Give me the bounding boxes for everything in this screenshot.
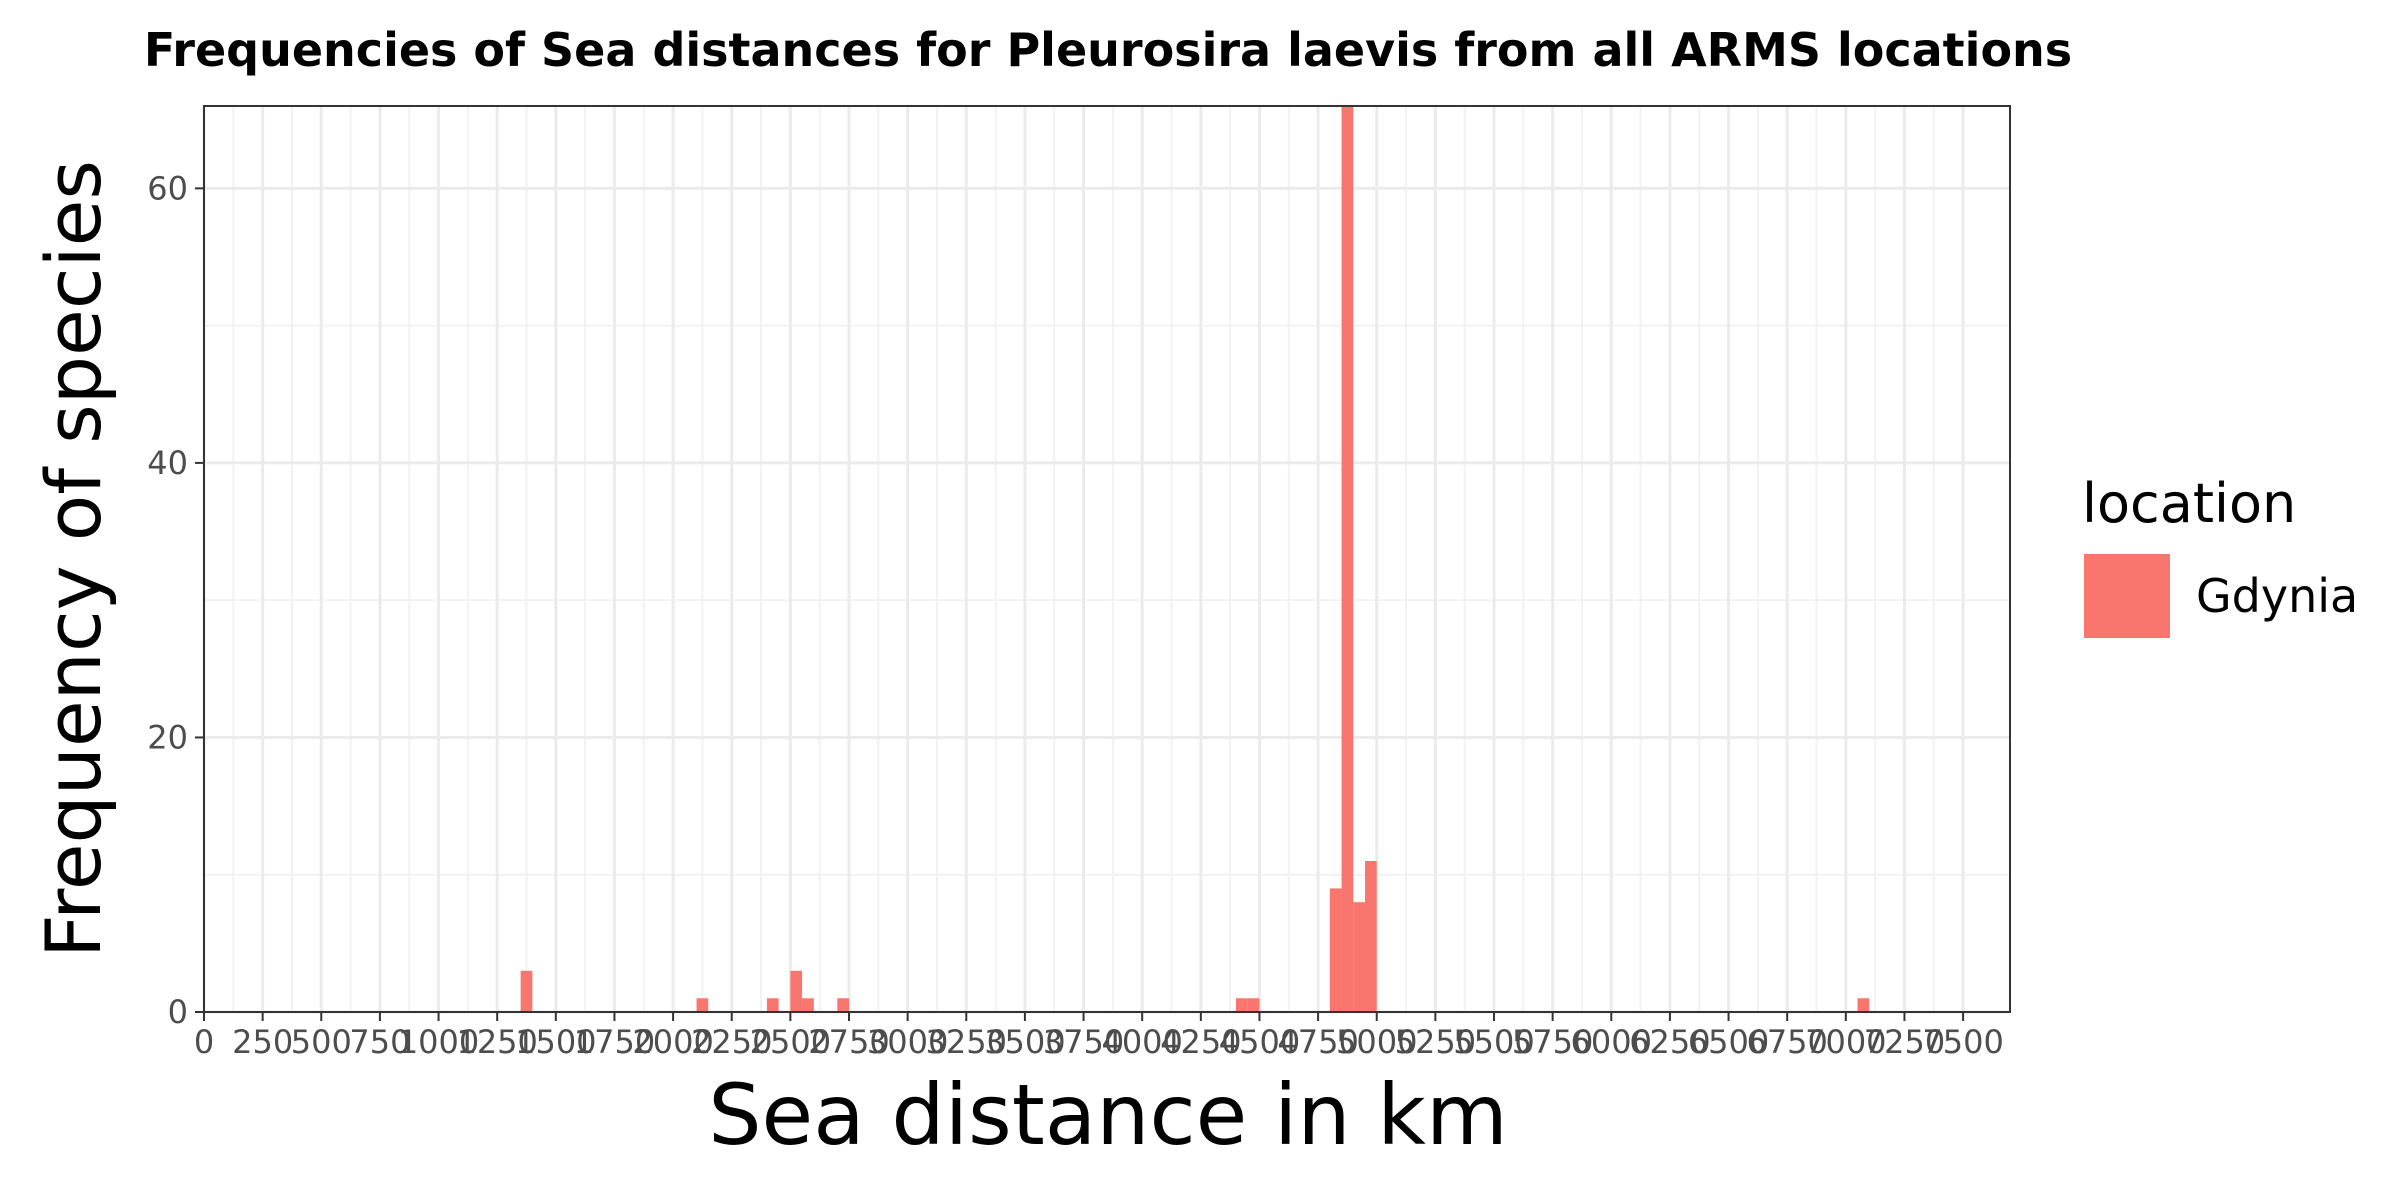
y-tick-label: 20 <box>147 718 188 756</box>
x-tick-label: 750 <box>349 1023 410 1061</box>
chart-title: Frequencies of Sea distances for Pleuros… <box>144 23 2072 77</box>
bar-gdynia-4450 <box>1247 998 1260 1012</box>
x-tick-label: 1500 <box>515 1023 596 1061</box>
x-tick-label: 4750 <box>1277 1023 1358 1061</box>
x-tick-label: 2750 <box>808 1023 889 1061</box>
x-tick-label: 6250 <box>1629 1023 1710 1061</box>
bars <box>520 106 1870 1012</box>
bar-gdynia-2700 <box>837 998 849 1012</box>
x-tick-label: 5500 <box>1453 1023 1534 1061</box>
legend-title: location <box>2082 472 2296 535</box>
x-tick-label: 500 <box>291 1023 352 1061</box>
x-tick-label: 3500 <box>984 1023 1065 1061</box>
y-axis-title: Frequency of species <box>29 160 118 958</box>
bar-gdynia-2400 <box>766 998 779 1012</box>
x-tick-label: 3000 <box>867 1023 948 1061</box>
x-tick-label: 6750 <box>1746 1023 1827 1061</box>
x-tick-label: 5750 <box>1512 1023 1593 1061</box>
x-tick-label: 7250 <box>1864 1023 1945 1061</box>
plot-background <box>204 106 2010 1012</box>
bar-gdynia-4850 <box>1341 106 1354 1012</box>
bar-gdynia-4800 <box>1329 888 1342 1012</box>
bar-gdynia-2100 <box>696 998 709 1012</box>
bar-gdynia-4950 <box>1365 861 1377 1012</box>
bar-gdynia-4400 <box>1236 998 1248 1012</box>
x-tick-label: 6500 <box>1688 1023 1769 1061</box>
x-tick-label: 4500 <box>1219 1023 1300 1061</box>
bar-gdynia-2500 <box>790 970 803 1012</box>
x-tick-label: 7500 <box>1922 1023 2003 1061</box>
x-tick-label: 2250 <box>691 1023 772 1061</box>
bar-gdynia-4900 <box>1353 902 1365 1012</box>
x-tick-label: 3750 <box>1043 1023 1124 1061</box>
y-tick-label: 40 <box>147 444 188 482</box>
bar-gdynia-2550 <box>802 998 814 1012</box>
x-tick-label: 7000 <box>1805 1023 1886 1061</box>
bar-gdynia-1350 <box>520 970 533 1012</box>
x-tick-label: 4250 <box>1160 1023 1241 1061</box>
x-tick-label: 250 <box>232 1023 293 1061</box>
x-tick-label: 5250 <box>1395 1023 1476 1061</box>
y-tick-label: 60 <box>147 169 188 207</box>
x-tick-label: 1750 <box>574 1023 655 1061</box>
x-tick-label: 6000 <box>1571 1023 1652 1061</box>
y-tick-label: 0 <box>168 993 188 1031</box>
x-tick-label: 0 <box>194 1023 214 1061</box>
x-axis: 0 250500750100012501500175020002250250027… <box>194 1011 2010 1061</box>
legend-label-gdynia: Gdynia <box>2196 569 2358 623</box>
x-tick-label: 3250 <box>926 1023 1007 1061</box>
x-tick-label: 2500 <box>750 1023 831 1061</box>
x-tick-label: 5000 <box>1336 1023 1417 1061</box>
legend: location Gdynia <box>2082 472 2358 638</box>
bar-gdynia-7050 <box>1857 998 1870 1012</box>
x-tick-label: 1000 <box>398 1023 479 1061</box>
x-tick-label: 4000 <box>1101 1023 1182 1061</box>
y-axis: 0 20 40 60 <box>147 106 205 1031</box>
grid-lines <box>202 106 2010 1014</box>
x-axis-title: Sea distance in km <box>708 1066 1508 1164</box>
legend-key-gdynia <box>2084 554 2170 638</box>
x-tick-label: 1250 <box>456 1023 537 1061</box>
x-tick-label: 2000 <box>632 1023 713 1061</box>
plot-area <box>204 106 2010 1012</box>
